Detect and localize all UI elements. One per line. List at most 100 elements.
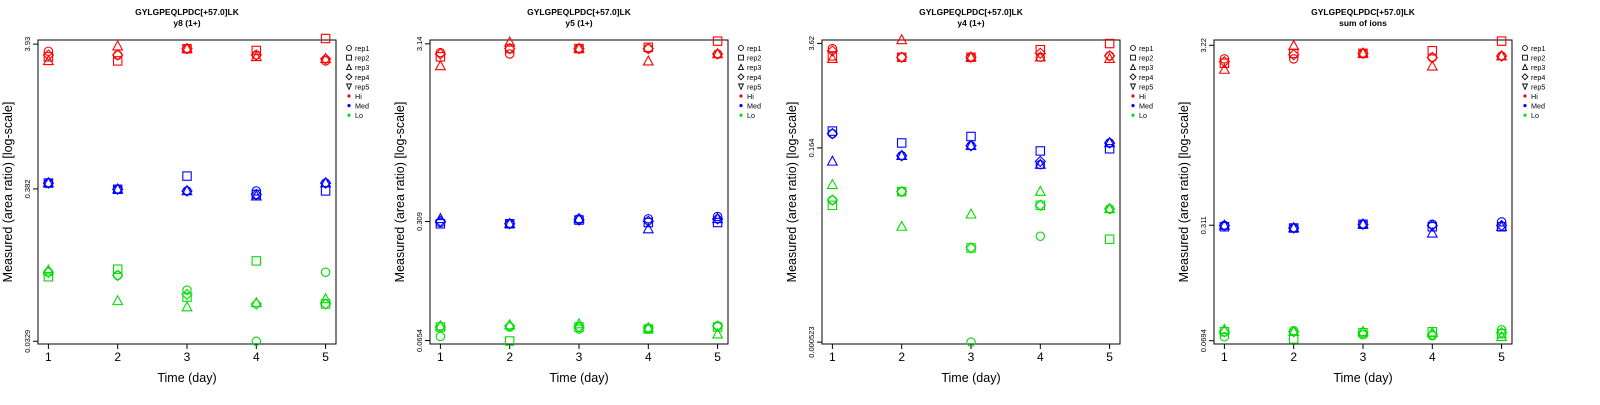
data-point [251,336,262,347]
data-point [250,298,263,310]
plot-frame [1213,39,1513,345]
data-point [1357,47,1369,60]
legend-label: Lo [1531,111,1539,120]
legend-marker [1522,54,1528,61]
data-point [503,217,516,229]
legend-label: Med [1531,102,1545,111]
data-point [826,52,839,63]
legend-marker [1129,63,1137,71]
data-point [827,195,838,205]
legend-marker [346,54,352,61]
data-point [1495,219,1508,232]
data-point [111,183,124,196]
data-point [111,269,124,282]
data-point [1219,326,1230,337]
legend-marker [1130,54,1136,61]
data-point [1034,155,1047,168]
data-point [712,36,723,46]
legend-marker [737,83,745,91]
chart-title: GYLGPEQLPDC[+57.0]LK [919,7,1024,17]
data-point [42,49,55,61]
data-point [642,215,655,228]
data-point [504,336,515,346]
legend-dot [739,113,743,117]
data-point [181,185,193,197]
data-point [1495,50,1508,62]
data-point [711,47,724,59]
data-point [965,50,977,62]
data-point [965,207,977,219]
data-point [1104,234,1115,244]
data-point [1287,325,1300,338]
data-point [434,319,447,331]
data-point [1357,326,1369,339]
data-point [181,288,193,301]
x-tick-label: 3 [968,350,975,364]
x-tick-label: 1 [1221,350,1228,364]
legend-label: rep5 [1139,82,1153,91]
data-point [1426,59,1439,71]
data-point [1496,36,1507,46]
x-axis-label: Time (day) [157,371,216,385]
x-tick-label: 5 [322,350,329,364]
legend-label: rep3 [1531,63,1545,72]
data-point [112,264,123,274]
data-point [434,215,447,228]
y-tick-label: 0.311 [1199,216,1208,234]
data-point [112,50,123,60]
legend-dot [1131,113,1135,117]
x-tick-label: 1 [829,350,836,364]
data-point [573,317,585,329]
data-point [711,48,724,60]
data-point [1426,328,1439,341]
data-point [1288,54,1299,64]
legend-label: Med [1139,102,1153,111]
legend-marker [738,45,744,51]
data-point [319,176,332,188]
legend-label: rep3 [1139,63,1153,72]
data-point [435,322,446,332]
data-point [320,299,331,309]
data-point [42,54,55,66]
data-point [112,56,123,66]
plot-frame [429,39,729,345]
data-point [42,177,55,189]
data-point [319,52,332,64]
x-tick-label: 2 [506,350,513,364]
data-point [319,298,332,310]
data-point [896,186,907,197]
legend-marker [738,54,744,61]
data-point [827,200,838,211]
legend-dot [1131,94,1135,98]
legend-marker [737,63,745,71]
data-point [111,39,124,51]
legend-label: Hi [1139,92,1146,101]
y-tick-label: 3.14 [415,37,424,52]
chart-title: GYLGPEQLPDC[+57.0]LK [1311,7,1416,17]
data-point [1426,226,1439,238]
data-point [435,219,446,229]
legend-marker [346,45,352,51]
data-point [319,177,332,189]
data-point [1287,222,1300,234]
data-point [642,54,655,66]
legend-dot [739,94,743,98]
data-point [1496,217,1507,227]
legend-label: rep5 [1531,82,1545,91]
data-point [435,331,446,342]
data-point [1358,327,1368,338]
legend-label: rep1 [1531,44,1545,53]
data-point [503,218,516,230]
x-tick-label: 5 [1498,350,1505,364]
data-point [1104,144,1115,154]
data-point [182,285,192,295]
chart-subtitle: y5 (1+) [565,18,592,28]
legend-marker [1130,45,1136,51]
chart-subtitle: sum of ions [1339,18,1387,28]
data-point [965,242,977,254]
data-point [895,149,908,161]
data-point [712,211,723,222]
